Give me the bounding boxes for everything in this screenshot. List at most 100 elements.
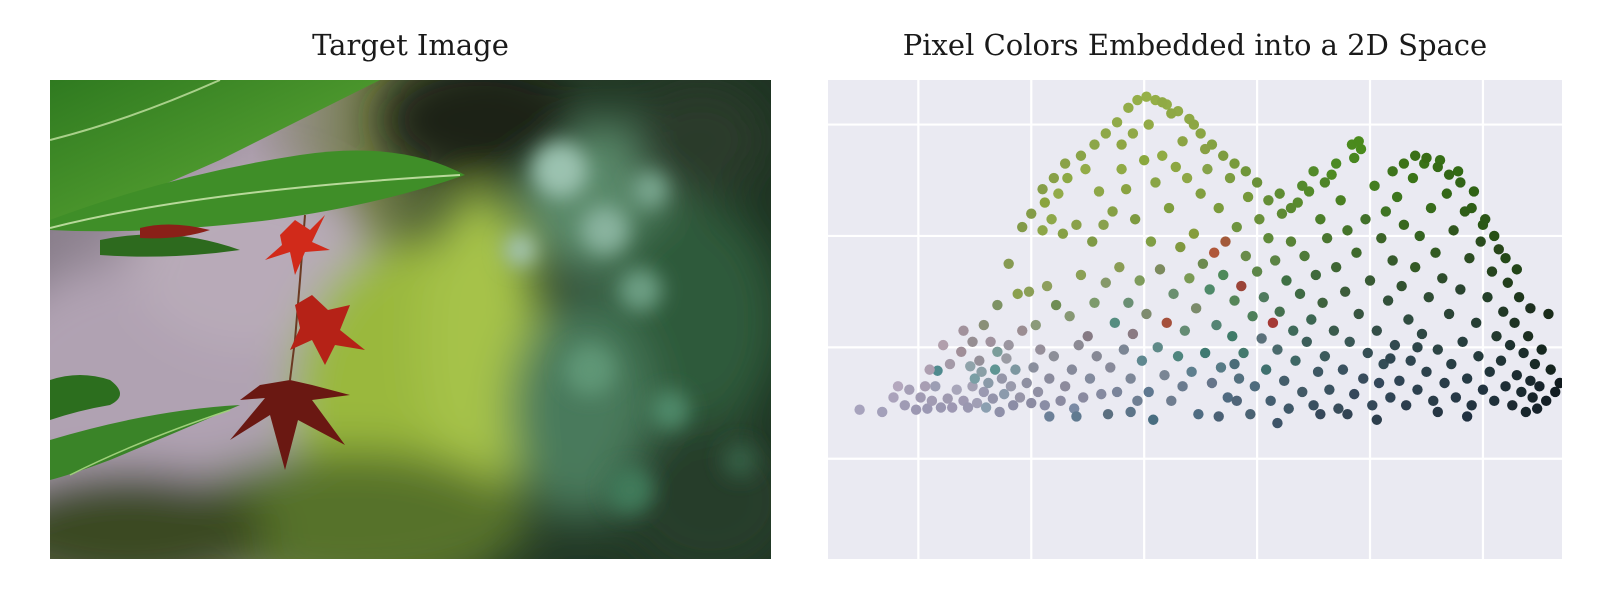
scatter-point-33 [996, 373, 1008, 384]
scatter-point-41 [1014, 392, 1026, 403]
scatter-point-69 [1078, 392, 1089, 403]
scatter-point-173 [1312, 366, 1324, 378]
scatter-point-36 [1003, 339, 1014, 351]
scatter-point-213 [1403, 314, 1414, 325]
scatter-point-83 [1109, 317, 1121, 329]
scatter-point-273 [1540, 395, 1552, 407]
scatter-point-315 [1089, 139, 1100, 150]
scatter-point-53 [1041, 280, 1053, 292]
scatter-point-286 [1466, 202, 1477, 214]
scatter-point-249 [1484, 366, 1495, 378]
scatter-point-293 [1330, 158, 1342, 169]
scatter-point-198 [1369, 180, 1380, 192]
scatter-point-253 [1493, 244, 1504, 255]
scatter-point-2 [888, 392, 899, 403]
scatter-point-279 [1410, 150, 1421, 161]
scatter-point-3 [892, 381, 904, 392]
scatter-point-30 [989, 364, 1001, 375]
scatter-point-189 [1349, 388, 1360, 400]
scatter-point-271 [1534, 381, 1545, 392]
scatter-point-262 [1513, 292, 1525, 303]
scatter-point-251 [1489, 395, 1500, 407]
scatter-point-20 [967, 381, 978, 392]
scatter-point-151 [1263, 232, 1274, 244]
scatter-point-14 [947, 402, 958, 413]
scatter-point-194 [1360, 214, 1371, 225]
scatter-point-138 [1233, 373, 1245, 384]
scatter-point-235 [1452, 166, 1464, 177]
scatter-point-325 [1177, 136, 1188, 147]
scatter-point-149 [1258, 292, 1270, 303]
scatter-point-163 [1290, 355, 1301, 366]
scatter-point-288 [1489, 230, 1500, 242]
scatter-point-185 [1339, 286, 1351, 297]
scatter-point-137 [1231, 221, 1242, 233]
scatter-point-59 [1055, 395, 1066, 407]
scatter-point-318 [1048, 172, 1060, 184]
scatter-point-285 [1455, 177, 1466, 188]
scatter-point-18 [962, 402, 974, 413]
scatter-point-148 [1256, 333, 1267, 344]
scatter-point-209 [1394, 375, 1405, 386]
scatter-point-109 [1168, 288, 1179, 300]
scatter-point-180 [1328, 325, 1340, 336]
scatter-point-336 [937, 339, 949, 351]
scatter-point-183 [1335, 195, 1346, 206]
scatter-point-338 [919, 381, 931, 392]
scatter-point-352 [1044, 411, 1055, 422]
scatter-point-294 [1319, 177, 1331, 188]
scatter-point-146 [1251, 266, 1263, 277]
scatter-point-123 [1199, 347, 1211, 359]
scatter-point-232 [1446, 358, 1457, 370]
scatter-point-158 [1279, 375, 1290, 386]
scatter-point-223 [1425, 202, 1437, 214]
scatter-point-317 [1059, 158, 1071, 169]
scatter-point-281 [1387, 166, 1398, 177]
scatter-point-152 [1265, 395, 1276, 407]
scatter-point-167 [1299, 250, 1310, 262]
scatter-point-103 [1154, 264, 1166, 275]
scatter-point-328 [1143, 119, 1154, 130]
scatter-point-34 [998, 388, 1010, 400]
scatter-point-99 [1145, 236, 1157, 247]
right-panel-title: Pixel Colors Embedded into a 2D Space [902, 28, 1488, 62]
scatter-point-274 [1545, 364, 1556, 375]
scatter-point-100 [1148, 414, 1159, 425]
scatter-point-145 [1249, 381, 1261, 392]
scatter-point-118 [1188, 228, 1200, 239]
scatter-point-219 [1416, 328, 1428, 340]
scatter-point-147 [1254, 214, 1265, 225]
scatter-point-176 [1319, 351, 1331, 362]
scatter-point-229 [1439, 377, 1450, 389]
scatter-point-300 [1251, 177, 1263, 188]
scatter-point-234 [1450, 392, 1462, 403]
scatter-point-245 [1475, 236, 1486, 247]
scatter-point-39 [1010, 364, 1021, 375]
scatter-point-27 [983, 377, 994, 389]
scatter-point-95 [1136, 355, 1148, 366]
scatter-point-122 [1197, 258, 1209, 270]
scatter-point-116 [1184, 273, 1195, 284]
scatter-point-114 [1179, 325, 1191, 336]
scatter-point-301 [1240, 166, 1252, 177]
scatter-point-150 [1260, 364, 1272, 375]
scatter-point-157 [1276, 208, 1288, 219]
scatter-point-26 [980, 402, 992, 413]
scatter-point-280 [1398, 158, 1410, 169]
scatter-point-324 [1188, 119, 1200, 130]
scatter-point-335 [944, 358, 956, 370]
scatter-point-154 [1269, 255, 1281, 266]
scatter-point-32 [994, 406, 1005, 418]
scatter-point-1 [877, 406, 888, 418]
scatter-point-134 [1224, 172, 1236, 184]
scatter-point-93 [1132, 395, 1143, 407]
scatter-point-341 [1385, 353, 1396, 364]
scatter-point-327 [1127, 128, 1139, 139]
scatter-point-332 [978, 319, 990, 331]
scatter-point-215 [1407, 172, 1419, 184]
scatter-point-231 [1443, 308, 1455, 320]
scatter-point-71 [1082, 331, 1093, 342]
scatter-point-172 [1310, 269, 1322, 281]
scatter-point-57 [1050, 299, 1062, 311]
scatter-point-350 [1125, 406, 1136, 418]
